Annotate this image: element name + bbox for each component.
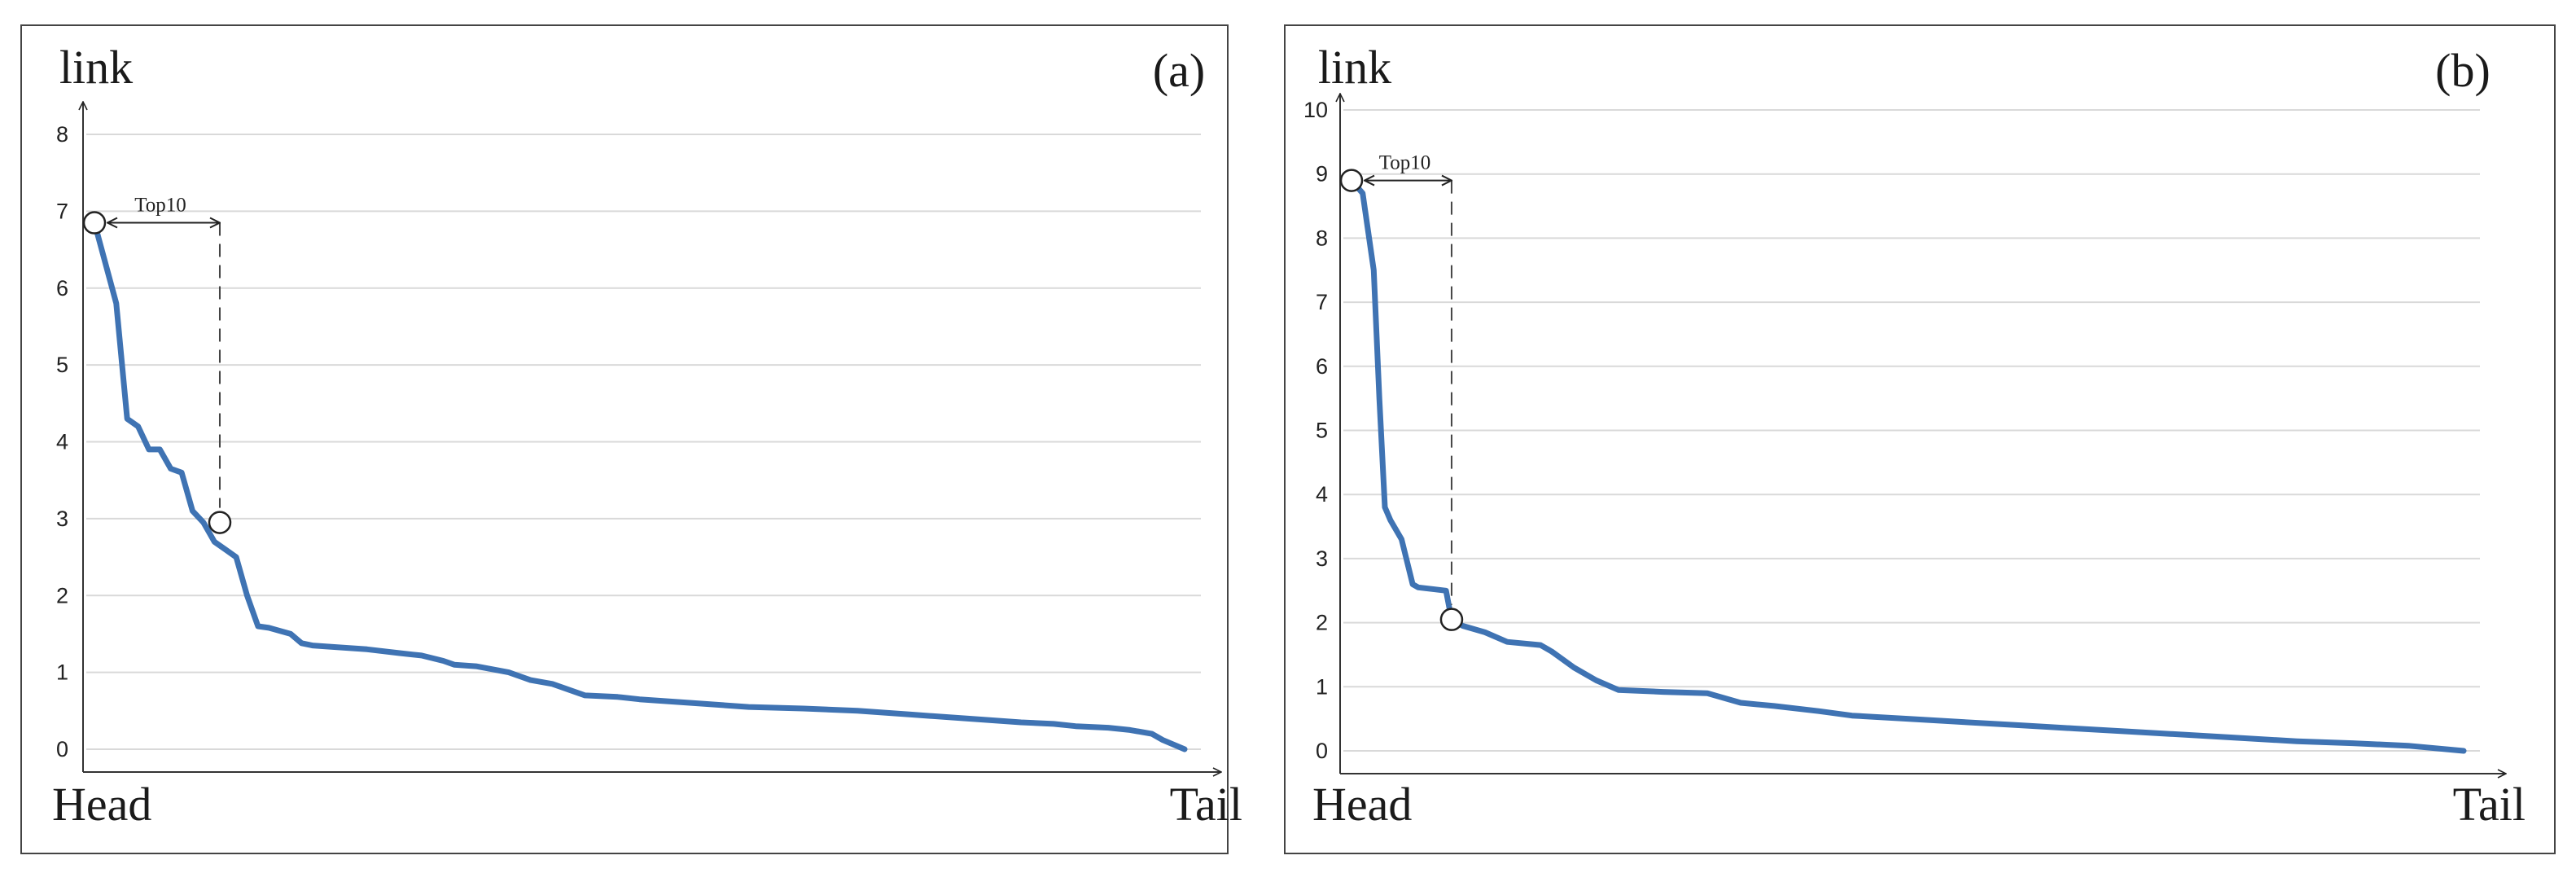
y-tick-label: 2 [56,583,68,608]
y-tick-label: 1 [1316,674,1328,699]
y-tick-label: 5 [56,353,68,377]
data-point-marker [1439,608,1464,631]
y-tick-label: 2 [1316,611,1328,635]
y-tick-label: 7 [1316,290,1328,314]
panel-border [1284,24,2556,854]
y-tick-label: 8 [56,122,68,147]
x-start-label: Head [52,778,151,831]
chart-panel: 0 1 2 3 4 5 6 7 8 9 10 link (b) Head Tail Top10 [1284,24,2556,854]
y-tick-label: 6 [56,276,68,301]
panel-label: (b) [2435,44,2491,97]
y-tick-label: 7 [56,199,68,223]
x-end-label: Tail [1170,778,1242,831]
y-axis-label: link [59,41,133,94]
x-end-label: Tail [2453,778,2526,831]
data-point-marker [1339,169,1364,192]
panel-label: (a) [1153,44,1205,97]
top10-label: Top10 [1379,152,1431,174]
data-point-marker [82,211,107,235]
x-start-label: Head [1312,778,1412,831]
y-tick-label: 10 [1303,98,1328,122]
y-tick-label: 0 [1316,739,1328,763]
data-point-marker [208,511,232,534]
series-line [91,220,1188,752]
y-tick-label: 6 [1316,354,1328,379]
panel-border [20,24,1229,854]
y-axis-label: link [1318,41,1391,94]
y-tick-label: 1 [56,660,68,685]
y-tick-label: 4 [1316,482,1328,507]
y-tick-label: 3 [1316,546,1328,571]
y-tick-label: 3 [56,507,68,531]
y-tick-label: 4 [56,430,68,454]
chart-panel: 0 1 2 3 4 5 6 7 8 link (a) Head Tail Top10 [20,24,1242,854]
y-tick-label: 5 [1316,419,1328,443]
y-tick-label: 0 [56,737,68,761]
y-tick-label: 9 [1316,162,1328,186]
top10-label: Top10 [134,195,186,217]
series-line [1348,178,2467,754]
y-tick-label: 8 [1316,226,1328,250]
